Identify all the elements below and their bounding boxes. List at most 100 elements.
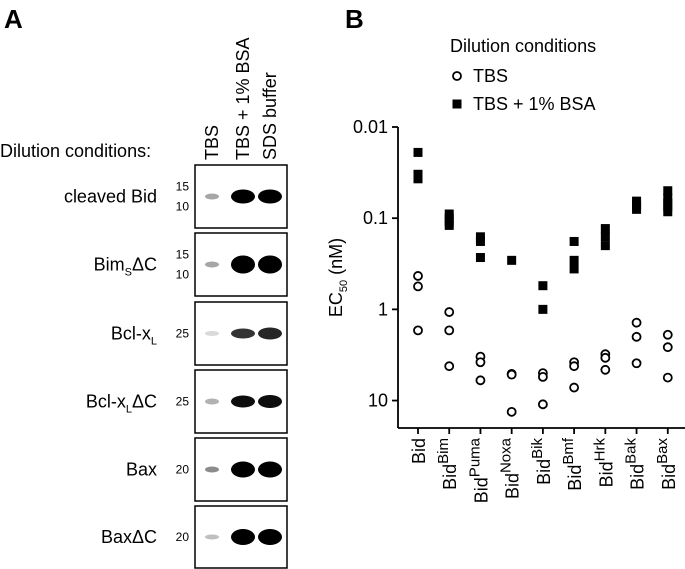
- circle-point: [413, 281, 423, 292]
- y-label-after: (nM): [326, 238, 346, 275]
- band: [231, 395, 255, 408]
- square-point: [663, 207, 673, 217]
- circle-point: [631, 358, 642, 369]
- circle-point: [444, 361, 455, 372]
- mw-marker: 15: [176, 180, 190, 194]
- circle-point: [413, 271, 423, 281]
- circle-point: [506, 369, 517, 380]
- conditions-label: Dilution conditions:: [0, 141, 151, 161]
- band: [205, 331, 219, 336]
- category-sup: Puma: [466, 437, 483, 477]
- category-sup: Bmf: [560, 437, 577, 465]
- square-point: [507, 255, 517, 265]
- y-label-main: EC: [326, 292, 346, 317]
- y-tick-label: 1: [378, 299, 388, 319]
- category-sup: Bim: [435, 438, 452, 464]
- square-point: [663, 202, 673, 212]
- square-point: [569, 236, 579, 246]
- category-main: Bid: [565, 465, 585, 491]
- square-point: [600, 232, 610, 242]
- blot-name: BaxΔC: [101, 527, 157, 547]
- blot-name-after: ΔC: [132, 527, 157, 547]
- y-axis-label: EC50 (nM): [326, 238, 350, 317]
- category-main: Bid: [503, 473, 523, 499]
- band: [231, 328, 255, 339]
- circle-point: [569, 361, 580, 372]
- band: [258, 327, 282, 340]
- mw-marker: 10: [176, 200, 190, 214]
- circle-point: [600, 352, 611, 363]
- blot-name: Bax: [126, 460, 157, 480]
- band: [231, 255, 255, 274]
- legend-label: TBS + 1% BSA: [473, 94, 596, 114]
- category-sup: Bak: [623, 438, 640, 464]
- y-tick-label: 0.1: [363, 208, 388, 228]
- band: [258, 395, 282, 408]
- square-point: [600, 241, 610, 251]
- circle-point: [631, 331, 642, 342]
- mw-marker: 20: [176, 530, 190, 544]
- legend-marker: [452, 71, 462, 81]
- band: [258, 255, 282, 274]
- category-sup: Bax: [654, 438, 671, 464]
- square-point: [475, 253, 485, 263]
- blot-name-after: ΔC: [132, 255, 157, 275]
- x-tick-label: BidPuma: [466, 437, 491, 503]
- blot-name-text: cleaved Bid: [64, 187, 157, 207]
- circle-point: [444, 325, 455, 336]
- blot-name-sub: L: [151, 336, 157, 348]
- square-point: [600, 224, 610, 234]
- x-tick-label: Bid: [409, 438, 429, 464]
- circle-point: [475, 375, 486, 386]
- square-point: [663, 193, 673, 203]
- blot-name-text: Bax: [101, 527, 132, 547]
- y-label-sub: 50: [338, 280, 350, 292]
- circle-point: [413, 325, 423, 336]
- blot-name-text: Bax: [126, 460, 157, 480]
- x-tick-label: BidBax: [654, 438, 679, 490]
- square-point: [538, 281, 548, 291]
- lane-label: SDS buffer: [260, 72, 280, 160]
- x-tick-label: BidNoxa: [498, 437, 523, 499]
- mw-marker: 25: [176, 395, 190, 409]
- square-point: [569, 264, 579, 274]
- category-sup: Bik: [529, 438, 546, 459]
- x-tick-label: BidBim: [435, 438, 460, 490]
- blot-name-sub: L: [126, 404, 132, 416]
- category-main: Bid: [596, 461, 616, 487]
- legend-title: Dilution conditions: [450, 36, 596, 56]
- square-point: [413, 174, 423, 184]
- circle-point: [662, 372, 673, 383]
- band: [205, 261, 219, 268]
- category-main: Bid: [440, 464, 460, 490]
- panel-label: A: [4, 4, 23, 34]
- band: [231, 529, 255, 545]
- band: [231, 189, 255, 204]
- square-point: [475, 236, 485, 246]
- square-point: [663, 186, 673, 196]
- mw-marker: 10: [176, 268, 190, 282]
- category-sup: Noxa: [498, 437, 515, 473]
- category-main: Bid: [534, 459, 554, 485]
- square-point: [413, 169, 423, 179]
- circle-point: [600, 364, 611, 375]
- band: [231, 461, 255, 478]
- square-point: [444, 220, 454, 230]
- circle-point: [569, 382, 580, 393]
- blot-name: Bcl-xLΔC: [86, 392, 157, 416]
- category-main: Bid: [409, 438, 429, 464]
- panel-label: B: [345, 4, 364, 34]
- mw-marker: 15: [176, 248, 190, 262]
- circle-point: [537, 371, 548, 382]
- lane-label: TBS + 1% BSA: [233, 37, 253, 160]
- lane-label: TBS: [202, 125, 222, 160]
- circle-point: [506, 406, 517, 417]
- category-sup: Hrk: [591, 438, 608, 462]
- band: [205, 466, 219, 473]
- square-point: [475, 232, 485, 242]
- band: [205, 534, 219, 540]
- legend-label: TBS: [473, 66, 508, 86]
- x-tick-label: BidBak: [623, 438, 648, 490]
- blot-name-after: ΔC: [132, 392, 157, 412]
